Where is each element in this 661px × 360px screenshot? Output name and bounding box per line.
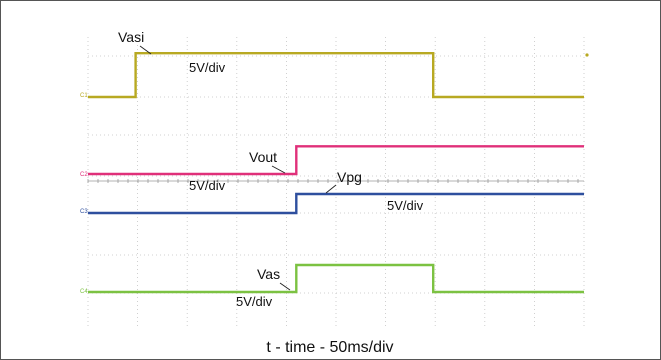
- channel-label-c4: C4: [80, 289, 88, 295]
- vas-pointer: [279, 282, 291, 291]
- trace-vasi: [88, 52, 584, 99]
- vpg-label: Vpg: [337, 169, 362, 185]
- channel-label-c2: C2: [80, 172, 88, 178]
- vas-label: Vas: [257, 266, 280, 282]
- x-axis-label: t - time - 50ms/div: [266, 339, 393, 356]
- labels: C1 C2 C3 C4 Vasi 5V/div Vout 5V/div Vpg …: [80, 29, 424, 356]
- vout-pointer: [271, 165, 286, 174]
- vpg-scale-label: 5V/div: [387, 198, 424, 213]
- trace-vout: [88, 145, 584, 176]
- vasi-label: Vasi: [118, 29, 144, 45]
- trace-vas: [88, 263, 584, 294]
- vout-label: Vout: [249, 149, 277, 165]
- channel-label-c3: C3: [80, 209, 88, 215]
- vas-scale-label: 5V/div: [236, 294, 273, 309]
- channel-label-c1: C1: [80, 93, 88, 99]
- traces: [88, 52, 589, 294]
- trace-vpg: [88, 192, 584, 215]
- c1-marker: [585, 53, 589, 57]
- vpg-pointer: [325, 184, 337, 194]
- vasi-scale-label: 5V/div: [189, 60, 226, 75]
- grid: [87, 37, 585, 326]
- vasi-pointer: [139, 45, 152, 55]
- vout-scale-label: 5V/div: [189, 178, 226, 193]
